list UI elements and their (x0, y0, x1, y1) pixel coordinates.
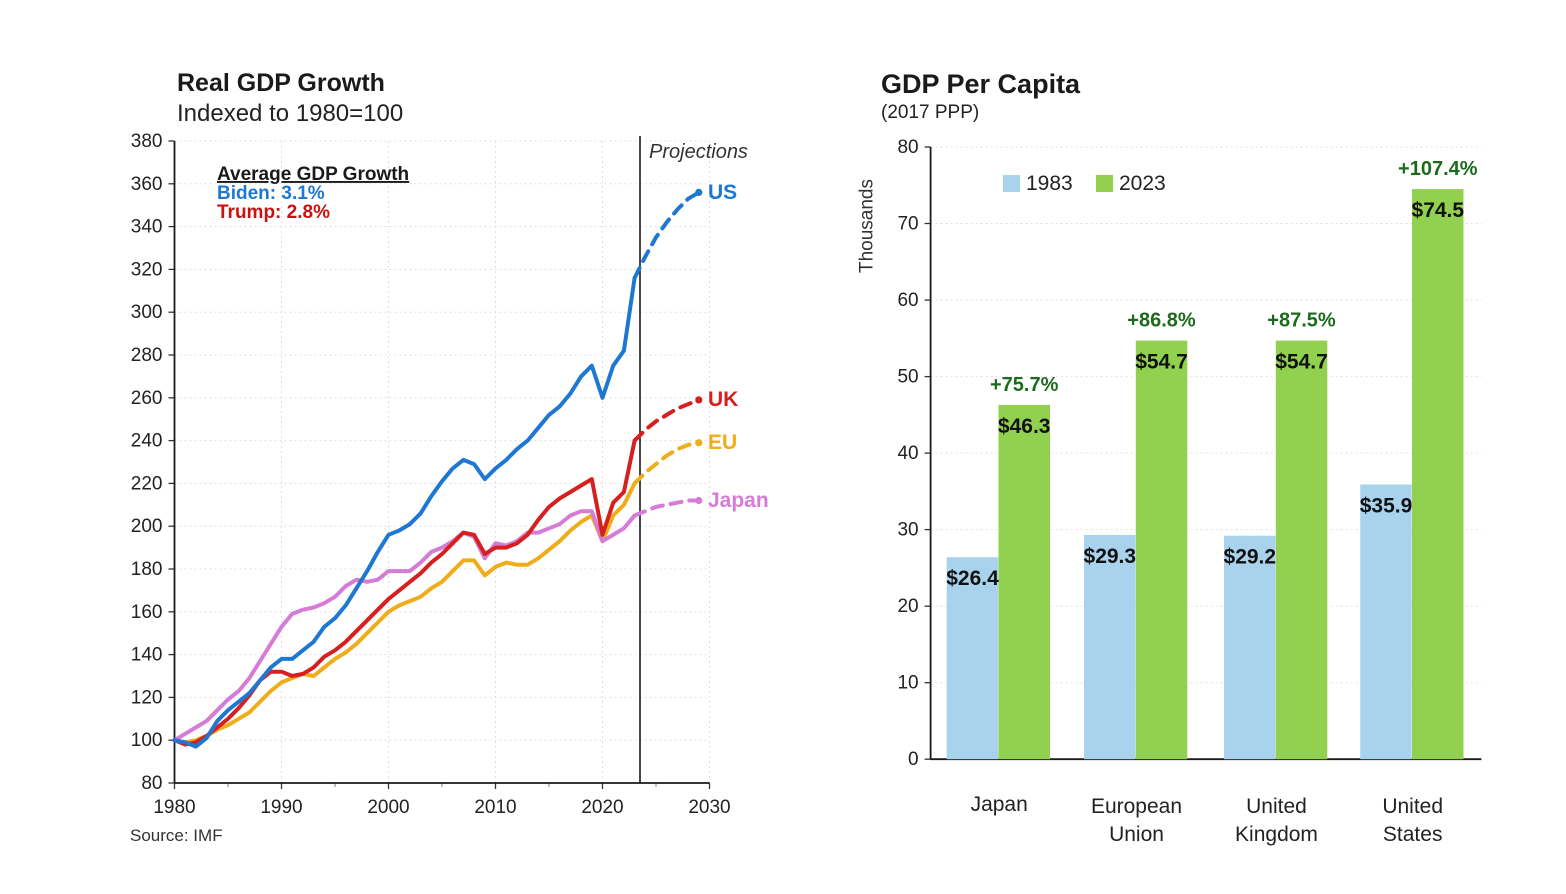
svg-text:1983: 1983 (1026, 172, 1073, 195)
svg-text:2023: 2023 (1119, 172, 1166, 195)
svg-text:+107.4%: +107.4% (1398, 158, 1478, 180)
svg-text:40: 40 (897, 443, 918, 464)
svg-text:$54.7: $54.7 (1135, 351, 1188, 374)
svg-text:$35.9: $35.9 (1360, 495, 1413, 518)
svg-text:70: 70 (897, 214, 918, 235)
svg-text:$54.7: $54.7 (1275, 351, 1328, 374)
svg-text:50: 50 (897, 367, 918, 388)
svg-text:$74.5: $74.5 (1412, 199, 1465, 222)
svg-text:10: 10 (897, 673, 918, 694)
svg-text:0: 0 (908, 749, 919, 770)
svg-text:80: 80 (897, 137, 918, 158)
svg-text:$46.3: $46.3 (998, 415, 1051, 438)
svg-text:30: 30 (897, 520, 918, 541)
svg-text:$29.3: $29.3 (1084, 545, 1137, 568)
svg-text:$26.4: $26.4 (946, 567, 999, 590)
svg-text:60: 60 (897, 290, 918, 311)
svg-text:+75.7%: +75.7% (990, 374, 1059, 396)
svg-text:+86.8%: +86.8% (1127, 310, 1196, 332)
svg-text:20: 20 (897, 596, 918, 617)
svg-text:$29.2: $29.2 (1224, 546, 1277, 569)
svg-text:+87.5%: +87.5% (1267, 310, 1336, 332)
